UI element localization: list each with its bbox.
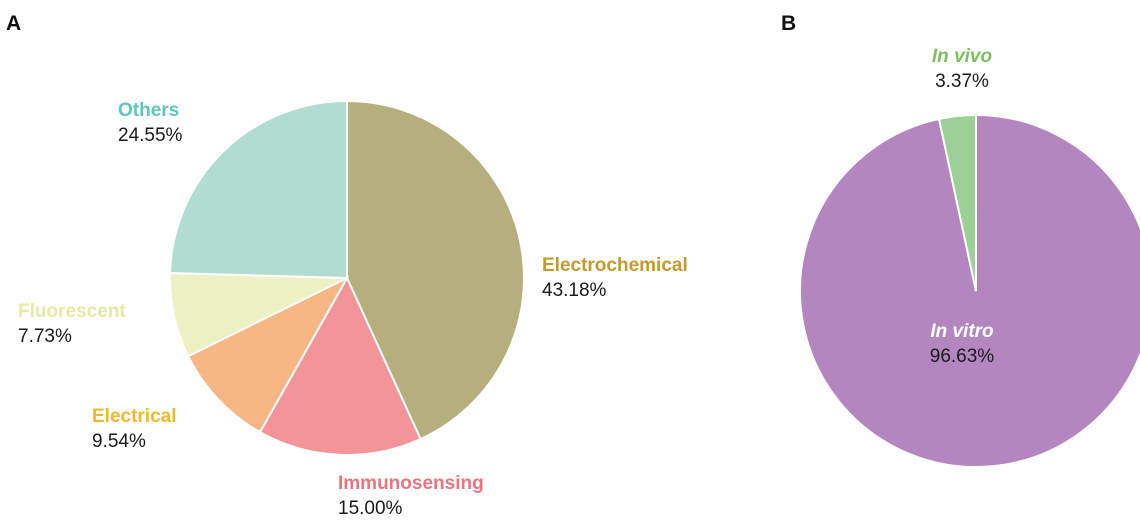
pie-b-value-label: 96.63%	[930, 346, 995, 367]
pie-b-label-in-vivo: In vivo 3.37%	[932, 46, 992, 92]
pie-a-value-label: 24.55%	[118, 125, 183, 146]
pie-a-category-label: Electrical	[92, 406, 177, 427]
pie-a-category-label: Fluorescent	[18, 301, 126, 322]
pie-b-value-label: 3.37%	[935, 71, 989, 92]
pie-a-value-label: 9.54%	[92, 431, 146, 452]
pie-a-label-electrochemical: Electrochemical 43.18%	[542, 255, 688, 301]
panel-label-b: B	[781, 12, 796, 35]
pie-a-category-label: Immunosensing	[338, 473, 484, 494]
pie-a-label-immunosensing: Immunosensing 15.00%	[338, 473, 484, 519]
pie-a-slice-others	[169, 99, 348, 280]
pie-a-slice-electrical	[186, 275, 350, 434]
pie-b-label-in-vitro: In vitro 96.63%	[930, 321, 995, 367]
pie-a-label-others: Others 24.55%	[118, 100, 183, 146]
pie-chart-b	[799, 113, 1140, 468]
pie-a-slice-immunosensing	[258, 275, 422, 456]
pie-a-category-label: Others	[118, 100, 179, 121]
pie-b-slice-in-vivo	[937, 113, 977, 292]
pie-b-category-label: In vitro	[930, 321, 993, 342]
pie-a-value-label: 15.00%	[338, 498, 403, 519]
pie-b-labels: In vitro 96.63% In vivo 3.37%	[930, 46, 995, 367]
pie-a-label-electrical: Electrical 9.54%	[92, 406, 177, 452]
pie-a-label-fluorescent: Fluorescent 7.73%	[18, 301, 126, 347]
panel-label-a: A	[6, 12, 21, 35]
pie-chart-a	[169, 99, 525, 456]
pie-a-value-label: 7.73%	[18, 326, 72, 347]
pie-b-slice-in-vitro	[799, 113, 1140, 468]
pie-a-slice-electrochemical	[346, 99, 525, 441]
pie-a-labels: Electrochemical 43.18% Immunosensing 15.00%…	[18, 100, 688, 519]
pie-a-category-label: Electrochemical	[542, 255, 688, 276]
pie-a-value-label: 43.18%	[542, 280, 607, 301]
pie-b-category-label: In vivo	[932, 46, 992, 67]
